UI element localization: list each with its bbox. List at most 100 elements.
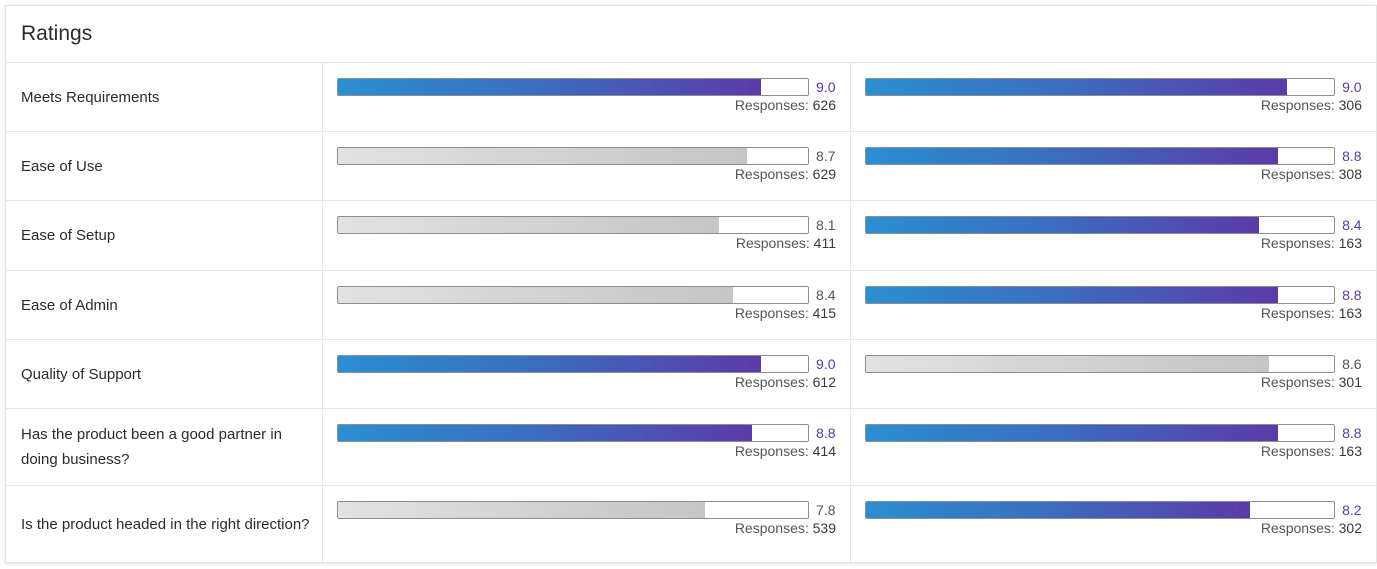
responses-count: Responses: 629 bbox=[337, 166, 836, 182]
rating-row: Meets Requirements 9.0 Responses: 626 9.0 Re… bbox=[6, 63, 1376, 132]
rating-cell-right: 8.4 Responses: 163 bbox=[850, 201, 1376, 270]
card-title: Ratings bbox=[21, 22, 93, 45]
score-bar-fill bbox=[338, 425, 752, 441]
rating-row: Ease of Admin 8.4 Responses: 415 8.8 Respons… bbox=[6, 271, 1376, 340]
card-header: Ratings bbox=[6, 6, 1376, 63]
responses-label: Responses: bbox=[735, 235, 814, 251]
responses-count: Responses: 539 bbox=[337, 520, 836, 536]
score-bar bbox=[865, 355, 1336, 373]
rating-label: Meets Requirements bbox=[6, 63, 323, 131]
rating-cell-left: 8.1 Responses: 411 bbox=[323, 201, 850, 270]
score-bar-fill bbox=[338, 79, 762, 95]
score-bar-fill bbox=[866, 148, 1278, 164]
responses-count: Responses: 163 bbox=[865, 443, 1362, 459]
score-bar bbox=[337, 424, 810, 442]
responses-label: Responses: bbox=[734, 443, 813, 459]
rating-label: Is the product headed in the right direc… bbox=[6, 486, 323, 563]
rating-cell-right: 8.2 Responses: 302 bbox=[850, 486, 1376, 563]
score-bar bbox=[337, 286, 810, 304]
rating-label: Ease of Use bbox=[6, 132, 323, 200]
score-value: 8.8 bbox=[1342, 287, 1362, 303]
score-value: 8.8 bbox=[816, 425, 836, 441]
score-value: 9.0 bbox=[816, 79, 836, 95]
responses-label: Responses: bbox=[1260, 235, 1339, 251]
score-bar-fill bbox=[866, 356, 1269, 372]
score-line: 8.7 bbox=[337, 146, 836, 166]
responses-number: 301 bbox=[1338, 374, 1362, 390]
responses-count: Responses: 414 bbox=[337, 443, 836, 459]
responses-number: 411 bbox=[813, 235, 836, 251]
responses-label: Responses: bbox=[734, 305, 813, 321]
responses-label: Responses: bbox=[1260, 520, 1339, 536]
score-value: 8.8 bbox=[1342, 148, 1362, 164]
score-value: 9.0 bbox=[1342, 79, 1362, 95]
score-bar bbox=[337, 501, 810, 519]
score-bar-fill bbox=[866, 287, 1278, 303]
score-bar bbox=[865, 216, 1336, 234]
responses-label: Responses: bbox=[734, 520, 813, 536]
responses-number: 626 bbox=[812, 97, 836, 113]
responses-label: Responses: bbox=[1260, 443, 1339, 459]
responses-count: Responses: 301 bbox=[865, 374, 1362, 390]
rating-cell-left: 9.0 Responses: 626 bbox=[323, 63, 850, 131]
rating-cell-left: 8.8 Responses: 414 bbox=[323, 409, 850, 485]
responses-label: Responses: bbox=[1260, 374, 1339, 390]
responses-count: Responses: 415 bbox=[337, 305, 836, 321]
responses-count: Responses: 626 bbox=[337, 97, 836, 113]
score-value: 8.1 bbox=[816, 217, 836, 233]
score-bar bbox=[337, 78, 810, 96]
score-bar bbox=[865, 78, 1336, 96]
score-value: 8.7 bbox=[816, 148, 836, 164]
score-line: 8.8 bbox=[865, 423, 1362, 443]
score-line: 8.1 bbox=[337, 215, 836, 235]
score-line: 7.8 bbox=[337, 500, 836, 520]
score-bar-fill bbox=[338, 148, 747, 164]
score-bar-fill bbox=[866, 425, 1278, 441]
responses-count: Responses: 302 bbox=[865, 520, 1362, 536]
score-bar-fill bbox=[338, 217, 719, 233]
rating-cell-right: 9.0 Responses: 306 bbox=[850, 63, 1376, 131]
rating-row: Is the product headed in the right direc… bbox=[6, 486, 1376, 563]
score-bar bbox=[865, 424, 1336, 442]
score-bar bbox=[865, 501, 1336, 519]
score-line: 8.8 bbox=[337, 423, 836, 443]
responses-number: 163 bbox=[1338, 305, 1362, 321]
responses-count: Responses: 411 bbox=[337, 235, 836, 251]
score-line: 8.6 bbox=[865, 354, 1362, 374]
responses-number: 539 bbox=[812, 520, 836, 536]
responses-label: Responses: bbox=[1260, 305, 1339, 321]
rating-cell-left: 9.0 Responses: 612 bbox=[323, 340, 850, 408]
score-line: 9.0 bbox=[337, 77, 836, 97]
score-bar bbox=[337, 355, 810, 373]
responses-number: 163 bbox=[1338, 443, 1362, 459]
responses-count: Responses: 308 bbox=[865, 166, 1362, 182]
rating-cell-left: 8.4 Responses: 415 bbox=[323, 271, 850, 339]
responses-number: 308 bbox=[1338, 166, 1362, 182]
rating-cell-left: 7.8 Responses: 539 bbox=[323, 486, 850, 563]
score-line: 8.4 bbox=[337, 285, 836, 305]
score-value: 8.4 bbox=[816, 287, 836, 303]
score-line: 9.0 bbox=[865, 77, 1362, 97]
score-bar-fill bbox=[866, 79, 1288, 95]
score-bar-fill bbox=[866, 217, 1260, 233]
score-value: 8.4 bbox=[1342, 217, 1362, 233]
rating-cell-left: 8.7 Responses: 629 bbox=[323, 132, 850, 200]
responses-number: 414 bbox=[812, 443, 836, 459]
responses-label: Responses: bbox=[734, 374, 813, 390]
score-value: 7.8 bbox=[816, 502, 836, 518]
rating-cell-right: 8.8 Responses: 308 bbox=[850, 132, 1376, 200]
responses-number: 163 bbox=[1338, 235, 1362, 251]
responses-count: Responses: 306 bbox=[865, 97, 1362, 113]
rating-label: Ease of Admin bbox=[6, 271, 323, 339]
score-line: 8.2 bbox=[865, 500, 1362, 520]
score-value: 8.6 bbox=[1342, 356, 1362, 372]
rating-row: Ease of Use 8.7 Responses: 629 8.8 Responses… bbox=[6, 132, 1376, 201]
rating-label: Quality of Support bbox=[6, 340, 323, 408]
responses-number: 629 bbox=[812, 166, 836, 182]
ratings-table: Meets Requirements 9.0 Responses: 626 9.0 Re… bbox=[6, 63, 1376, 563]
rating-cell-right: 8.8 Responses: 163 bbox=[850, 271, 1376, 339]
responses-number: 302 bbox=[1338, 520, 1362, 536]
score-bar bbox=[865, 147, 1336, 165]
score-line: 9.0 bbox=[337, 354, 836, 374]
score-bar bbox=[337, 147, 810, 165]
